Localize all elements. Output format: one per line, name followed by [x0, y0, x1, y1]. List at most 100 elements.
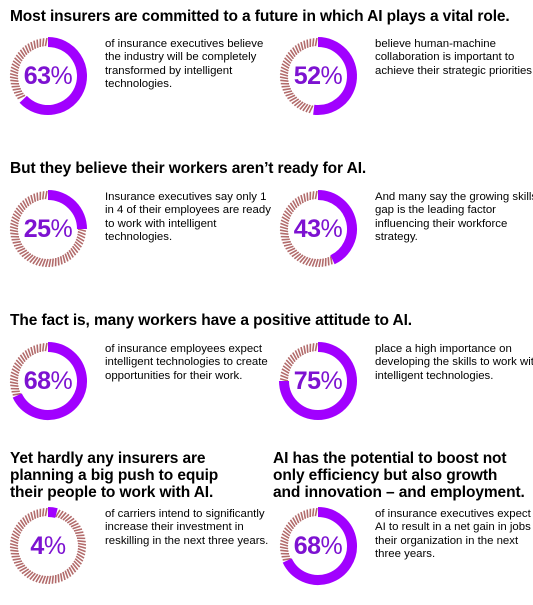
donut-remainder-tick — [291, 251, 300, 258]
donut-remainder-tick — [281, 85, 290, 88]
donut-remainder-tick — [51, 258, 55, 267]
stat-block: 43% And many say the growing skills gap … — [278, 189, 533, 269]
stat-percentage: 63% — [23, 61, 73, 90]
donut-remainder-tick — [12, 557, 21, 561]
donut-remainder-tick — [299, 255, 306, 263]
donut-ring — [279, 507, 357, 585]
donut-remainder-tick — [22, 200, 28, 209]
section-heading-3: The fact is, many workers have a positiv… — [10, 312, 413, 329]
donut-ring — [9, 507, 87, 585]
section-heading-2: But they believe their workers aren’t re… — [10, 160, 367, 177]
donut-remainder-tick — [279, 542, 289, 547]
donut-remainder-tick — [27, 196, 32, 205]
donut-remainder-tick — [296, 254, 304, 262]
stat-block: 63% of insurance executives believe the … — [8, 36, 268, 116]
donut-remainder-tick — [279, 72, 289, 77]
donut-remainder-tick — [57, 574, 60, 583]
donut-remainder-tick — [44, 190, 48, 200]
donut-remainder-tick — [280, 539, 289, 545]
donut-remainder-tick — [285, 54, 293, 62]
stat-description: place a high importance on developing th… — [375, 343, 533, 382]
donut-remainder-tick — [41, 191, 45, 200]
donut-remainder-tick — [10, 79, 19, 83]
donut-remainder-tick — [57, 510, 64, 519]
donut-remainder-tick — [289, 249, 298, 255]
donut-remainder-tick — [293, 252, 302, 260]
donut-remainder-tick — [308, 105, 314, 114]
donut-remainder-tick — [32, 573, 39, 582]
donut-remainder-tick — [311, 343, 315, 352]
donut-remainder-tick — [9, 546, 19, 550]
donut-remainder-tick — [64, 253, 69, 262]
donut-remainder-tick — [297, 43, 302, 52]
section-heading-1: Most insurers are committed to a future … — [10, 8, 510, 25]
donut-remainder-tick — [282, 530, 291, 537]
section-heading-4: Yet hardly any insurers are planning a b… — [10, 450, 219, 501]
donut-remainder-tick — [305, 257, 311, 266]
donut-remainder-tick — [287, 247, 296, 253]
donut-remainder-tick — [35, 574, 41, 583]
donut-remainder-tick — [12, 392, 21, 396]
donut-remainder-tick — [9, 381, 19, 385]
donut-remainder-tick — [314, 258, 319, 268]
donut-remainder-tick — [38, 258, 44, 267]
donut-remainder-tick — [13, 90, 23, 94]
stat-description: of carriers intend to significantly incr… — [105, 508, 269, 547]
donut-remainder-tick — [10, 384, 19, 388]
donut-remainder-tick — [300, 194, 304, 204]
donut-remainder-tick — [303, 510, 307, 519]
donut-remainder-tick — [284, 527, 292, 534]
donut-remainder-tick — [9, 225, 19, 230]
donut-remainder-tick — [285, 359, 293, 367]
donut-remainder-tick — [33, 40, 37, 49]
donut-remainder-tick — [77, 539, 86, 543]
donut-remainder-tick — [30, 346, 34, 356]
donut-remainder-tick — [41, 38, 45, 47]
donut-remainder-tick — [30, 194, 34, 204]
donut-ring — [279, 342, 357, 420]
donut-remainder-tick — [10, 549, 19, 553]
donut-remainder-tick — [64, 570, 69, 579]
donut-remainder-tick — [308, 258, 314, 267]
donut-remainder-tick — [282, 365, 291, 372]
donut-remainder-tick — [27, 348, 32, 357]
donut-remainder-tick — [284, 362, 292, 369]
donut-remainder-tick — [321, 258, 325, 267]
donut-remainder-tick — [303, 40, 307, 49]
donut-remainder-tick — [27, 43, 32, 52]
donut-remainder-tick — [15, 359, 23, 367]
donut-remainder-tick — [281, 238, 290, 241]
donut-remainder-tick — [77, 230, 86, 236]
donut-remainder-tick — [297, 513, 302, 522]
donut-remainder-tick — [311, 258, 317, 267]
donut-remainder-tick — [17, 356, 25, 365]
donut-remainder-tick — [10, 371, 19, 377]
donut-remainder-tick — [73, 528, 83, 532]
donut-remainder-tick — [41, 343, 45, 352]
donut-remainder-tick — [14, 362, 22, 369]
donut-remainder-tick — [36, 509, 39, 518]
stat-percentage: 68% — [293, 531, 343, 560]
donut-remainder-tick — [12, 87, 21, 91]
donut-remainder-tick — [30, 511, 34, 521]
donut-remainder-tick — [10, 232, 19, 236]
donut-remainder-tick — [305, 104, 311, 113]
donut-remainder-tick — [30, 41, 34, 51]
donut-remainder-tick — [62, 571, 66, 581]
donut-remainder-tick — [11, 533, 20, 539]
donut-remainder-tick — [296, 101, 304, 109]
donut-remainder-tick — [10, 66, 19, 72]
donut-remainder-tick — [281, 63, 290, 69]
donut-remainder-tick — [292, 200, 298, 209]
donut-remainder-tick — [293, 99, 302, 107]
donut-remainder-tick — [13, 243, 23, 247]
donut-remainder-tick — [66, 568, 72, 577]
donut-remainder-tick — [282, 557, 291, 561]
donut-remainder-tick — [19, 249, 28, 255]
donut-value-arc — [19, 37, 87, 115]
stat-description: of insurance executives believe the indu… — [105, 38, 264, 90]
stat-block: 4% of carriers intend to significantly i… — [8, 506, 268, 586]
stat-block: 75% place a high importance on developin… — [278, 341, 533, 421]
donut-remainder-tick — [303, 193, 307, 202]
donut-remainder-tick — [51, 575, 55, 584]
